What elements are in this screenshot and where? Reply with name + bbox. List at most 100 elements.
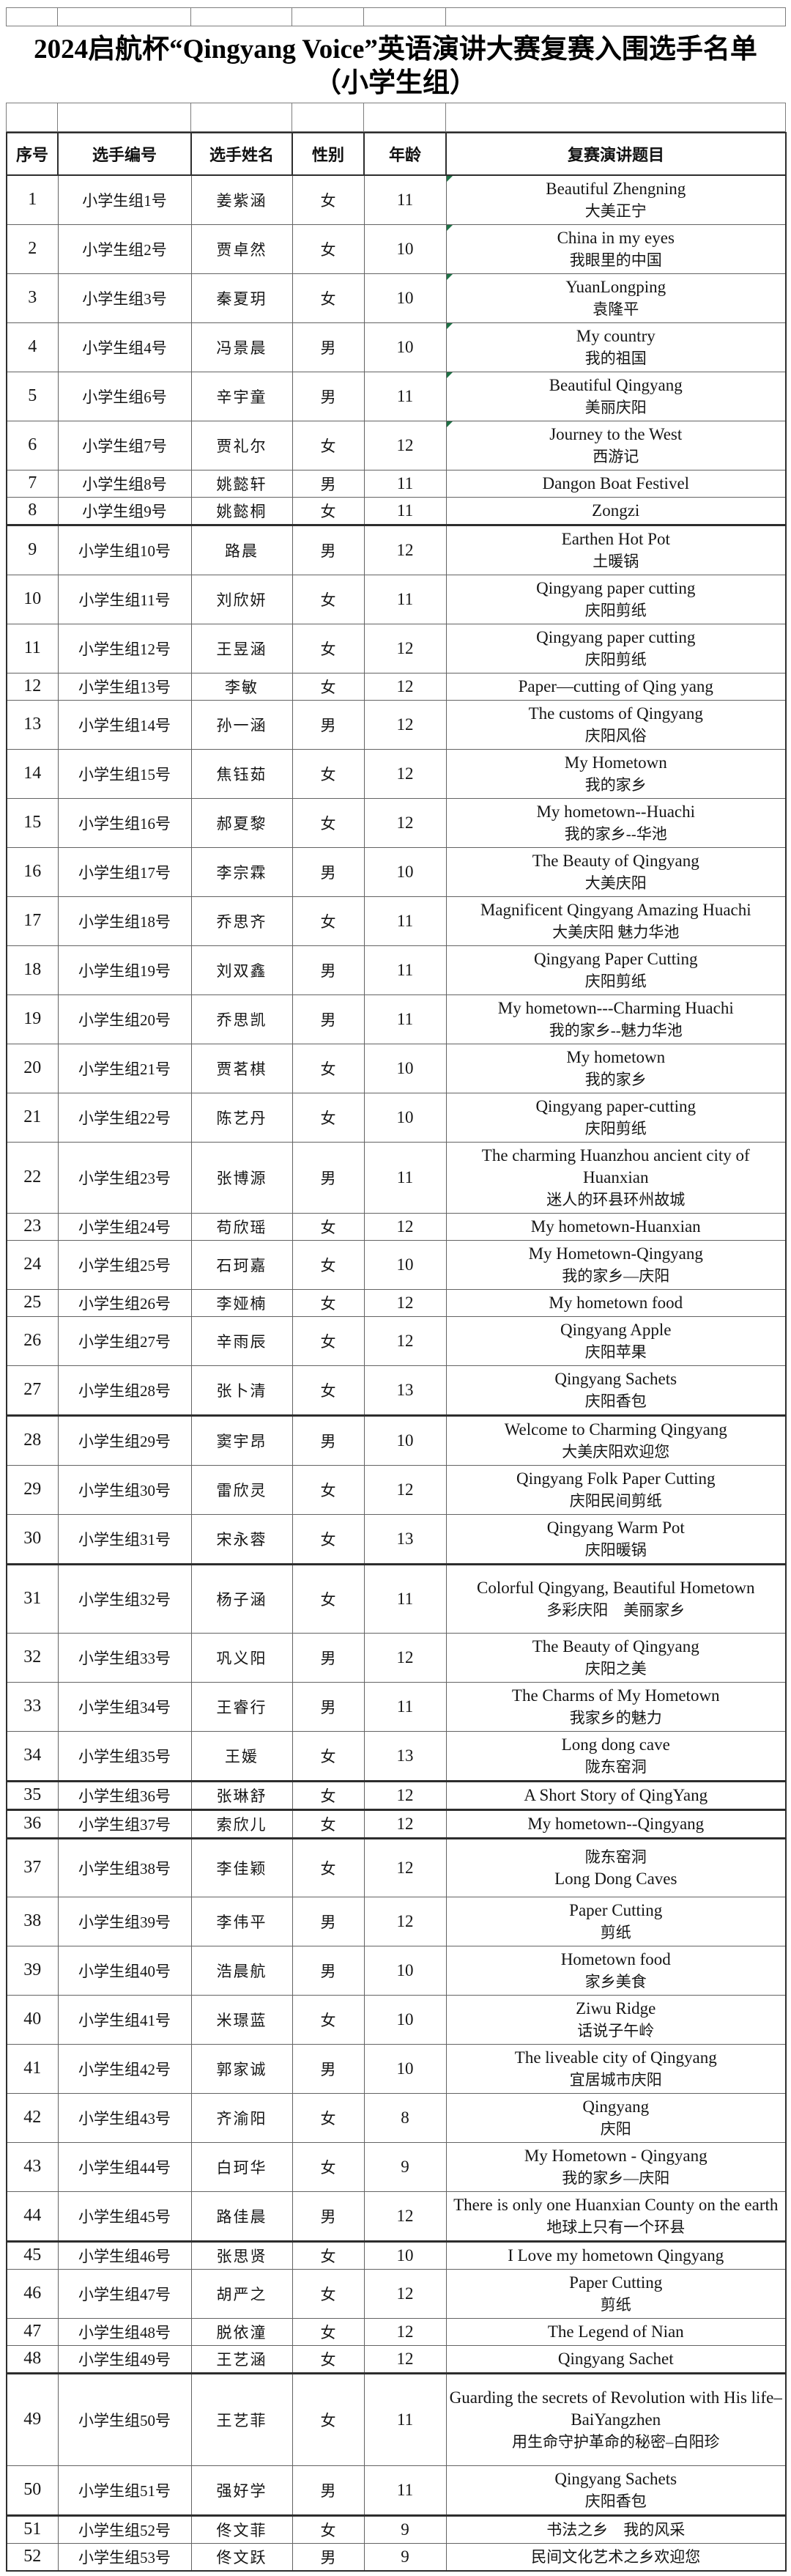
cell-index: 22 — [6, 1141, 59, 1214]
cell-topic: Welcome to Charming Qingyang 大美庆阳欢迎您 — [445, 1414, 787, 1466]
cell-index: 45 — [6, 2240, 59, 2270]
topic-line-zh: 大美庆阳 — [584, 874, 647, 892]
topic-line-zh: 大美庆阳 魅力华池 — [552, 923, 680, 941]
cell-contestant-id: 小学生组11号 — [57, 574, 192, 624]
cell-contestant-name: 姜紫涵 — [190, 174, 293, 225]
cell-topic: Zongzi — [445, 496, 787, 526]
cell-topic: Qingyang paper-cutting 庆阳剪纸 — [445, 1092, 787, 1143]
table-header-row: 序号 选手编号 选手姓名 性别 年龄 复赛演讲题目 — [6, 131, 787, 176]
topic-line-zh: 庆阳风俗 — [584, 726, 647, 745]
cell-topic: Beautiful Zhengning 大美正宁 — [445, 174, 787, 225]
cell-topic: Qingyang Sachets 庆阳香包 — [445, 1365, 787, 1417]
table-row: 27 小学生组28号 张卜清 女 13 Qingyang Sachets 庆阳香包 — [6, 1365, 787, 1417]
topic-line-en: YuanLongping — [565, 277, 666, 296]
cell-contestant-id: 小学生组12号 — [57, 623, 192, 673]
table-row: 25 小学生组26号 李娅楠 女 12 My hometown food — [6, 1288, 787, 1317]
cell-contestant-name: 刘双鑫 — [190, 945, 293, 995]
cell-contestant-name: 窦宇昂 — [190, 1414, 293, 1466]
cell-contestant-name: 白珂华 — [190, 2141, 293, 2192]
cell-gender: 女 — [291, 1464, 365, 1515]
cell-contestant-id: 小学生组29号 — [57, 1414, 192, 1466]
cell-contestant-id: 小学生组9号 — [57, 496, 192, 526]
cell-index: 17 — [6, 896, 59, 946]
cell-contestant-id: 小学生组49号 — [57, 2344, 192, 2374]
topic-line-zh: 庆阳剪纸 — [584, 650, 647, 668]
cell-contestant-name: 乔思齐 — [190, 896, 293, 946]
page-title: 2024启航杯“Qingyang Voice”英语演讲大赛复赛入围选手名单 （小… — [6, 33, 785, 101]
cell-contestant-name: 张卜清 — [190, 1365, 293, 1417]
cell-index: 15 — [6, 797, 59, 848]
table-row: 13 小学生组14号 孙一涵 男 12 The customs of Qingy… — [6, 699, 787, 750]
cell-contestant-id: 小学生组27号 — [57, 1315, 192, 1366]
topic-line-en: Paper Cutting — [569, 1900, 663, 1919]
cell-contestant-id: 小学生组28号 — [57, 1365, 192, 1417]
cell-contestant-id: 小学生组44号 — [57, 2141, 192, 2192]
topic-line-en: Qingyang Warm Pot — [546, 1518, 685, 1537]
table-row: 39 小学生组40号 浩晨航 男 10 Hometown food 家乡美食 — [6, 1945, 787, 1996]
table-row: 3 小学生组3号 秦夏玥 女 10 YuanLongping 袁隆平 — [6, 273, 787, 323]
cell-topic: Journey to the West 西游记 — [445, 420, 787, 470]
cell-topic: Qingyang paper cutting 庆阳剪纸 — [445, 574, 787, 624]
cell-contestant-id: 小学生组34号 — [57, 1681, 192, 1732]
topic-line-zh: 袁隆平 — [593, 300, 639, 318]
cell-gender: 男 — [291, 945, 365, 995]
cell-topic: Qingyang Sachets 庆阳香包 — [445, 2465, 787, 2517]
topic-line-en: Qingyang Sachets — [554, 1369, 677, 1388]
cell-contestant-id: 小学生组26号 — [57, 1288, 192, 1317]
topic-line-en: Magnificent Qingyang Amazing Huachi — [480, 900, 751, 919]
cell-contestant-name: 冯景晨 — [190, 322, 293, 372]
topic-line-en: Beautiful Qingyang — [549, 375, 683, 394]
cell-index: 3 — [6, 273, 59, 323]
cell-index: 9 — [6, 524, 59, 575]
cell-age: 11 — [363, 994, 447, 1044]
topic-line-zh: 陇东窑洞 — [584, 1848, 647, 1866]
cell-gender: 女 — [291, 2268, 365, 2319]
cell-gender: 女 — [291, 797, 365, 848]
topic-line-zh: 迷人的环县环州故城 — [546, 1190, 686, 1208]
cell-contestant-name: 脱依潼 — [190, 2317, 293, 2346]
cell-gender: 男 — [291, 469, 365, 498]
topic-line-zh: 宜居城市庆阳 — [569, 2070, 662, 2089]
cell-gender: 男 — [291, 699, 365, 750]
cell-gender: 男 — [291, 994, 365, 1044]
cell-contestant-id: 小学生组1号 — [57, 174, 192, 225]
cell-contestant-name: 巩义阳 — [190, 1632, 293, 1683]
table-row: 43 小学生组44号 白珂华 女 9 My Hometown - Qingyan… — [6, 2141, 787, 2192]
empty-cell — [363, 7, 446, 26]
empty-cell — [445, 7, 786, 26]
cell-index: 33 — [6, 1681, 59, 1732]
header-topic: 复赛演讲题目 — [445, 131, 787, 176]
cell-contestant-id: 小学生组4号 — [57, 322, 192, 372]
cell-topic: Paper Cutting 剪纸 — [445, 1896, 787, 1946]
topic-line-zh: 我的家乡 — [584, 775, 647, 794]
cell-topic: Qingyang paper cutting 庆阳剪纸 — [445, 623, 787, 673]
table-row: 11 小学生组12号 王昱涵 女 12 Qingyang paper cutti… — [6, 623, 787, 673]
cell-index: 23 — [6, 1212, 59, 1241]
topic-line-zh: 庆阳香包 — [584, 2492, 647, 2510]
topic-line-en: The Legend of Nian — [547, 2322, 684, 2341]
cell-topic: YuanLongping 袁隆平 — [445, 273, 787, 323]
cell-contestant-name: 贾卓然 — [190, 224, 293, 274]
cell-contestant-name: 佟文跃 — [190, 2542, 293, 2571]
cell-gender: 女 — [291, 623, 365, 673]
cell-index: 28 — [6, 1414, 59, 1466]
cell-contestant-id: 小学生组10号 — [57, 524, 192, 575]
cell-age: 11 — [363, 2372, 447, 2466]
cell-age: 11 — [363, 496, 447, 526]
table-row: 36 小学生组37号 索欣儿 女 12 My hometown--Qingyan… — [6, 1809, 787, 1839]
cell-topic: My hometown 我的家乡 — [445, 1043, 787, 1093]
topic-line-en: Long Dong Caves — [554, 1869, 677, 1888]
cell-contestant-id: 小学生组13号 — [57, 672, 192, 701]
cell-contestant-id: 小学生组2号 — [57, 224, 192, 274]
cell-topic: Ziwu Ridge 话说子午岭 — [445, 1994, 787, 2045]
topic-line-zh: 多彩庆阳 美丽家乡 — [546, 1601, 686, 1619]
cell-age: 12 — [363, 672, 447, 701]
topic-line-en: My hometown---Charming Huachi — [497, 998, 734, 1017]
topic-line-en: Paper Cutting — [569, 2273, 663, 2292]
cell-index: 51 — [6, 2514, 59, 2544]
table-row: 18 小学生组19号 刘双鑫 男 11 Qingyang Paper Cutti… — [6, 945, 787, 995]
cell-age: 12 — [363, 1315, 447, 1366]
excel-flag-triangle-icon — [447, 372, 453, 378]
table-row: 48 小学生组49号 王艺涵 女 12 Qingyang Sachet — [6, 2344, 787, 2374]
cell-age: 12 — [363, 1632, 447, 1683]
